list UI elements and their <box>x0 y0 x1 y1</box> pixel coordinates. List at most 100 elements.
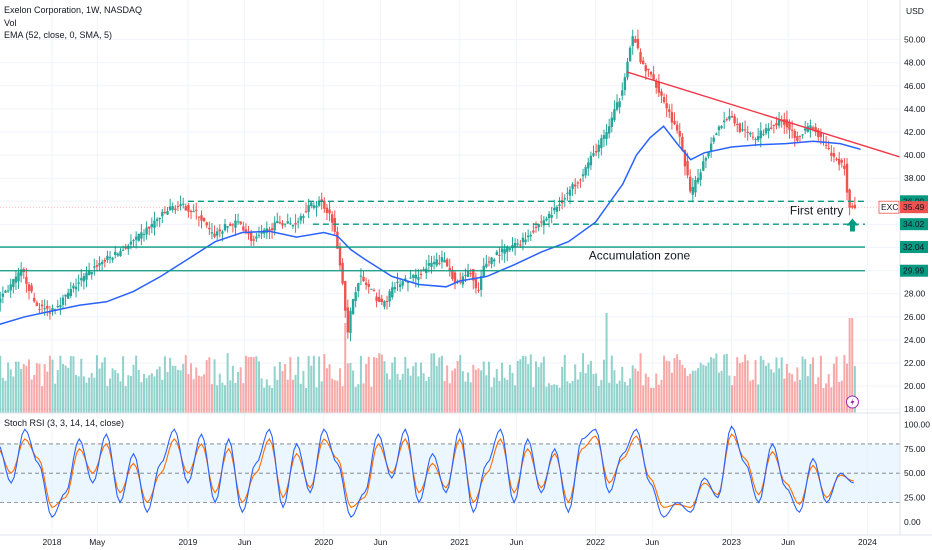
volume-bar <box>634 368 637 413</box>
volume-bar <box>540 362 543 413</box>
volume-bar <box>124 386 127 413</box>
candle-body <box>443 259 446 263</box>
candle-body <box>472 269 475 281</box>
candle-body <box>641 60 645 65</box>
volume-bar <box>203 374 206 413</box>
volume-bar <box>286 379 289 413</box>
candle-body <box>286 221 289 224</box>
candle-body <box>832 153 836 157</box>
candle-body <box>202 217 206 222</box>
candle-body <box>40 304 44 307</box>
candle-body <box>589 155 593 166</box>
volume-bar <box>184 355 187 413</box>
candle-body <box>519 244 522 246</box>
candle-body <box>584 167 587 176</box>
volume-bar <box>148 375 151 413</box>
volume-bar <box>103 357 106 413</box>
candle-body <box>30 285 33 292</box>
candle-body <box>725 119 728 121</box>
volume-bar <box>563 354 566 413</box>
volume-bar <box>812 357 815 413</box>
volume-bar <box>239 367 242 413</box>
candle-body <box>168 206 172 211</box>
candle-body <box>132 240 135 242</box>
ema-legend: EMA (52, close, 0, SMA, 5) <box>4 30 113 40</box>
volume-bar <box>20 369 23 413</box>
candle-body <box>208 227 211 230</box>
candle-body <box>317 202 321 206</box>
volume-bar <box>848 318 851 413</box>
candle-body <box>563 198 566 200</box>
volume-bar <box>82 376 85 413</box>
volume-bar <box>208 357 211 413</box>
candle-body <box>435 259 438 266</box>
volume-bar <box>367 356 370 413</box>
volume-bar <box>229 380 232 413</box>
volume-bar <box>169 357 172 413</box>
candle-body <box>90 271 93 275</box>
candle-body <box>754 139 757 141</box>
lightning-icon <box>850 398 855 406</box>
volume-bar <box>474 369 477 413</box>
candle-body <box>717 126 721 131</box>
volume-bar <box>75 374 78 413</box>
volume-bar <box>72 356 75 413</box>
volume-bar <box>339 368 342 413</box>
candle-body <box>432 262 436 265</box>
candle-body <box>260 231 263 234</box>
volume-bar <box>401 373 404 413</box>
volume-legend: Vol <box>4 18 17 28</box>
volume-bar <box>48 355 51 413</box>
volume-bar <box>433 353 436 413</box>
volume-bar <box>1 377 4 413</box>
candle-body <box>43 308 46 310</box>
price-tick-label: 18.00 <box>904 404 926 414</box>
candle-body <box>328 209 331 214</box>
candle-body <box>276 221 279 224</box>
candle-body <box>213 233 216 237</box>
candle-body <box>106 255 109 261</box>
volume-bar <box>597 385 600 413</box>
candle-body <box>158 217 161 220</box>
volume-bar <box>213 359 216 413</box>
candle-body <box>383 301 386 307</box>
candle-body <box>362 276 365 282</box>
volume-bar <box>608 382 611 413</box>
volume-bar <box>506 379 509 413</box>
candle-body <box>244 229 248 233</box>
candle-body <box>613 109 616 121</box>
volume-bar <box>767 363 770 413</box>
volume-bar <box>14 361 17 413</box>
volume-bar <box>320 381 323 413</box>
candle-body <box>605 132 608 139</box>
time-tick-label: Jun <box>374 537 388 547</box>
candle-body <box>270 228 274 231</box>
volume-bar <box>587 364 590 413</box>
candle-body <box>743 129 747 131</box>
candle-body <box>673 121 676 125</box>
candle-body <box>788 122 791 130</box>
candle-body <box>618 101 621 108</box>
price-tick-label: 38.00 <box>904 173 926 183</box>
volume-bar <box>404 356 407 413</box>
volume-bar <box>362 383 365 413</box>
candle-body <box>817 129 820 138</box>
candle-body <box>610 117 614 127</box>
volume-bar <box>380 354 383 413</box>
candle-body <box>508 248 512 250</box>
volume-bar <box>788 372 791 413</box>
candle-body <box>174 208 177 211</box>
candle-body <box>722 120 726 123</box>
candle-body <box>730 115 734 118</box>
candle-body <box>74 286 78 290</box>
candle-body <box>257 235 261 237</box>
candle-body <box>521 237 525 243</box>
candle-body <box>148 226 151 229</box>
volume-bar <box>846 363 849 413</box>
candle-body <box>445 259 449 267</box>
volume-bar <box>260 378 263 413</box>
candle-body <box>273 222 276 231</box>
volume-bar <box>576 379 579 413</box>
volume-bar <box>284 363 287 413</box>
